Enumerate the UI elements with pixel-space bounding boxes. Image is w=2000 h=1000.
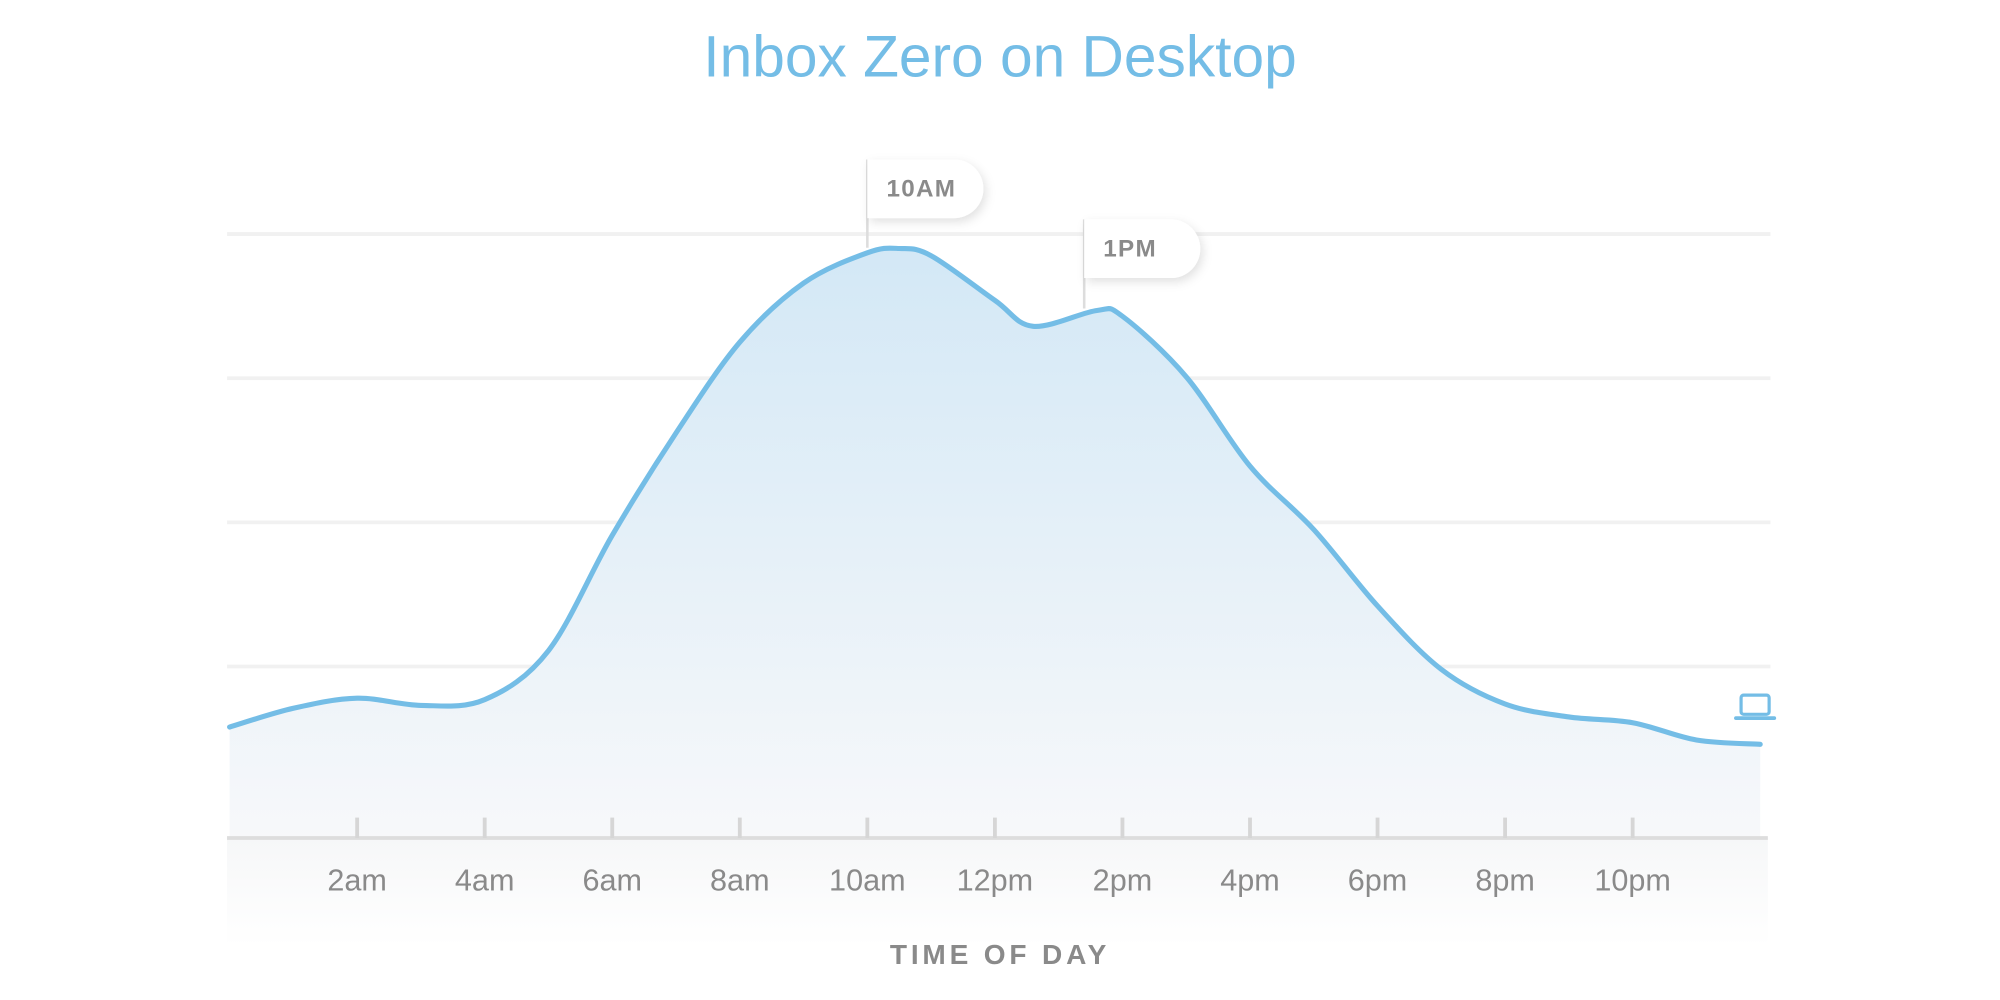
x-tick-label: 4pm <box>1220 864 1280 898</box>
device-icon <box>1734 693 1777 721</box>
axis-band <box>227 838 1768 947</box>
x-tick-label: 10am <box>829 864 906 898</box>
x-tick-label: 10pm <box>1594 864 1671 898</box>
x-tick-label: 4am <box>455 864 515 898</box>
x-tick-label: 2am <box>327 864 387 898</box>
x-tick-label: 12pm <box>957 864 1034 898</box>
x-tick-label: 2pm <box>1093 864 1153 898</box>
annotation-label: 1PM <box>1103 235 1157 262</box>
area-fill <box>229 248 1761 839</box>
annotation-label: 10AM <box>886 175 956 202</box>
annotation: 10AM <box>866 159 984 248</box>
chart-title: Inbox Zero on Desktop <box>703 25 1296 90</box>
annotation-box <box>867 159 984 219</box>
x-axis-title: TIME OF DAY <box>890 939 1110 970</box>
x-tick-label: 6am <box>582 864 642 898</box>
x-tick-label: 6pm <box>1348 864 1408 898</box>
line <box>227 245 1763 747</box>
x-tick-label: 8am <box>710 864 770 898</box>
annotation: 1PM <box>1082 219 1201 309</box>
x-tick-label: 8pm <box>1475 864 1535 898</box>
annotation-box <box>1084 219 1201 279</box>
